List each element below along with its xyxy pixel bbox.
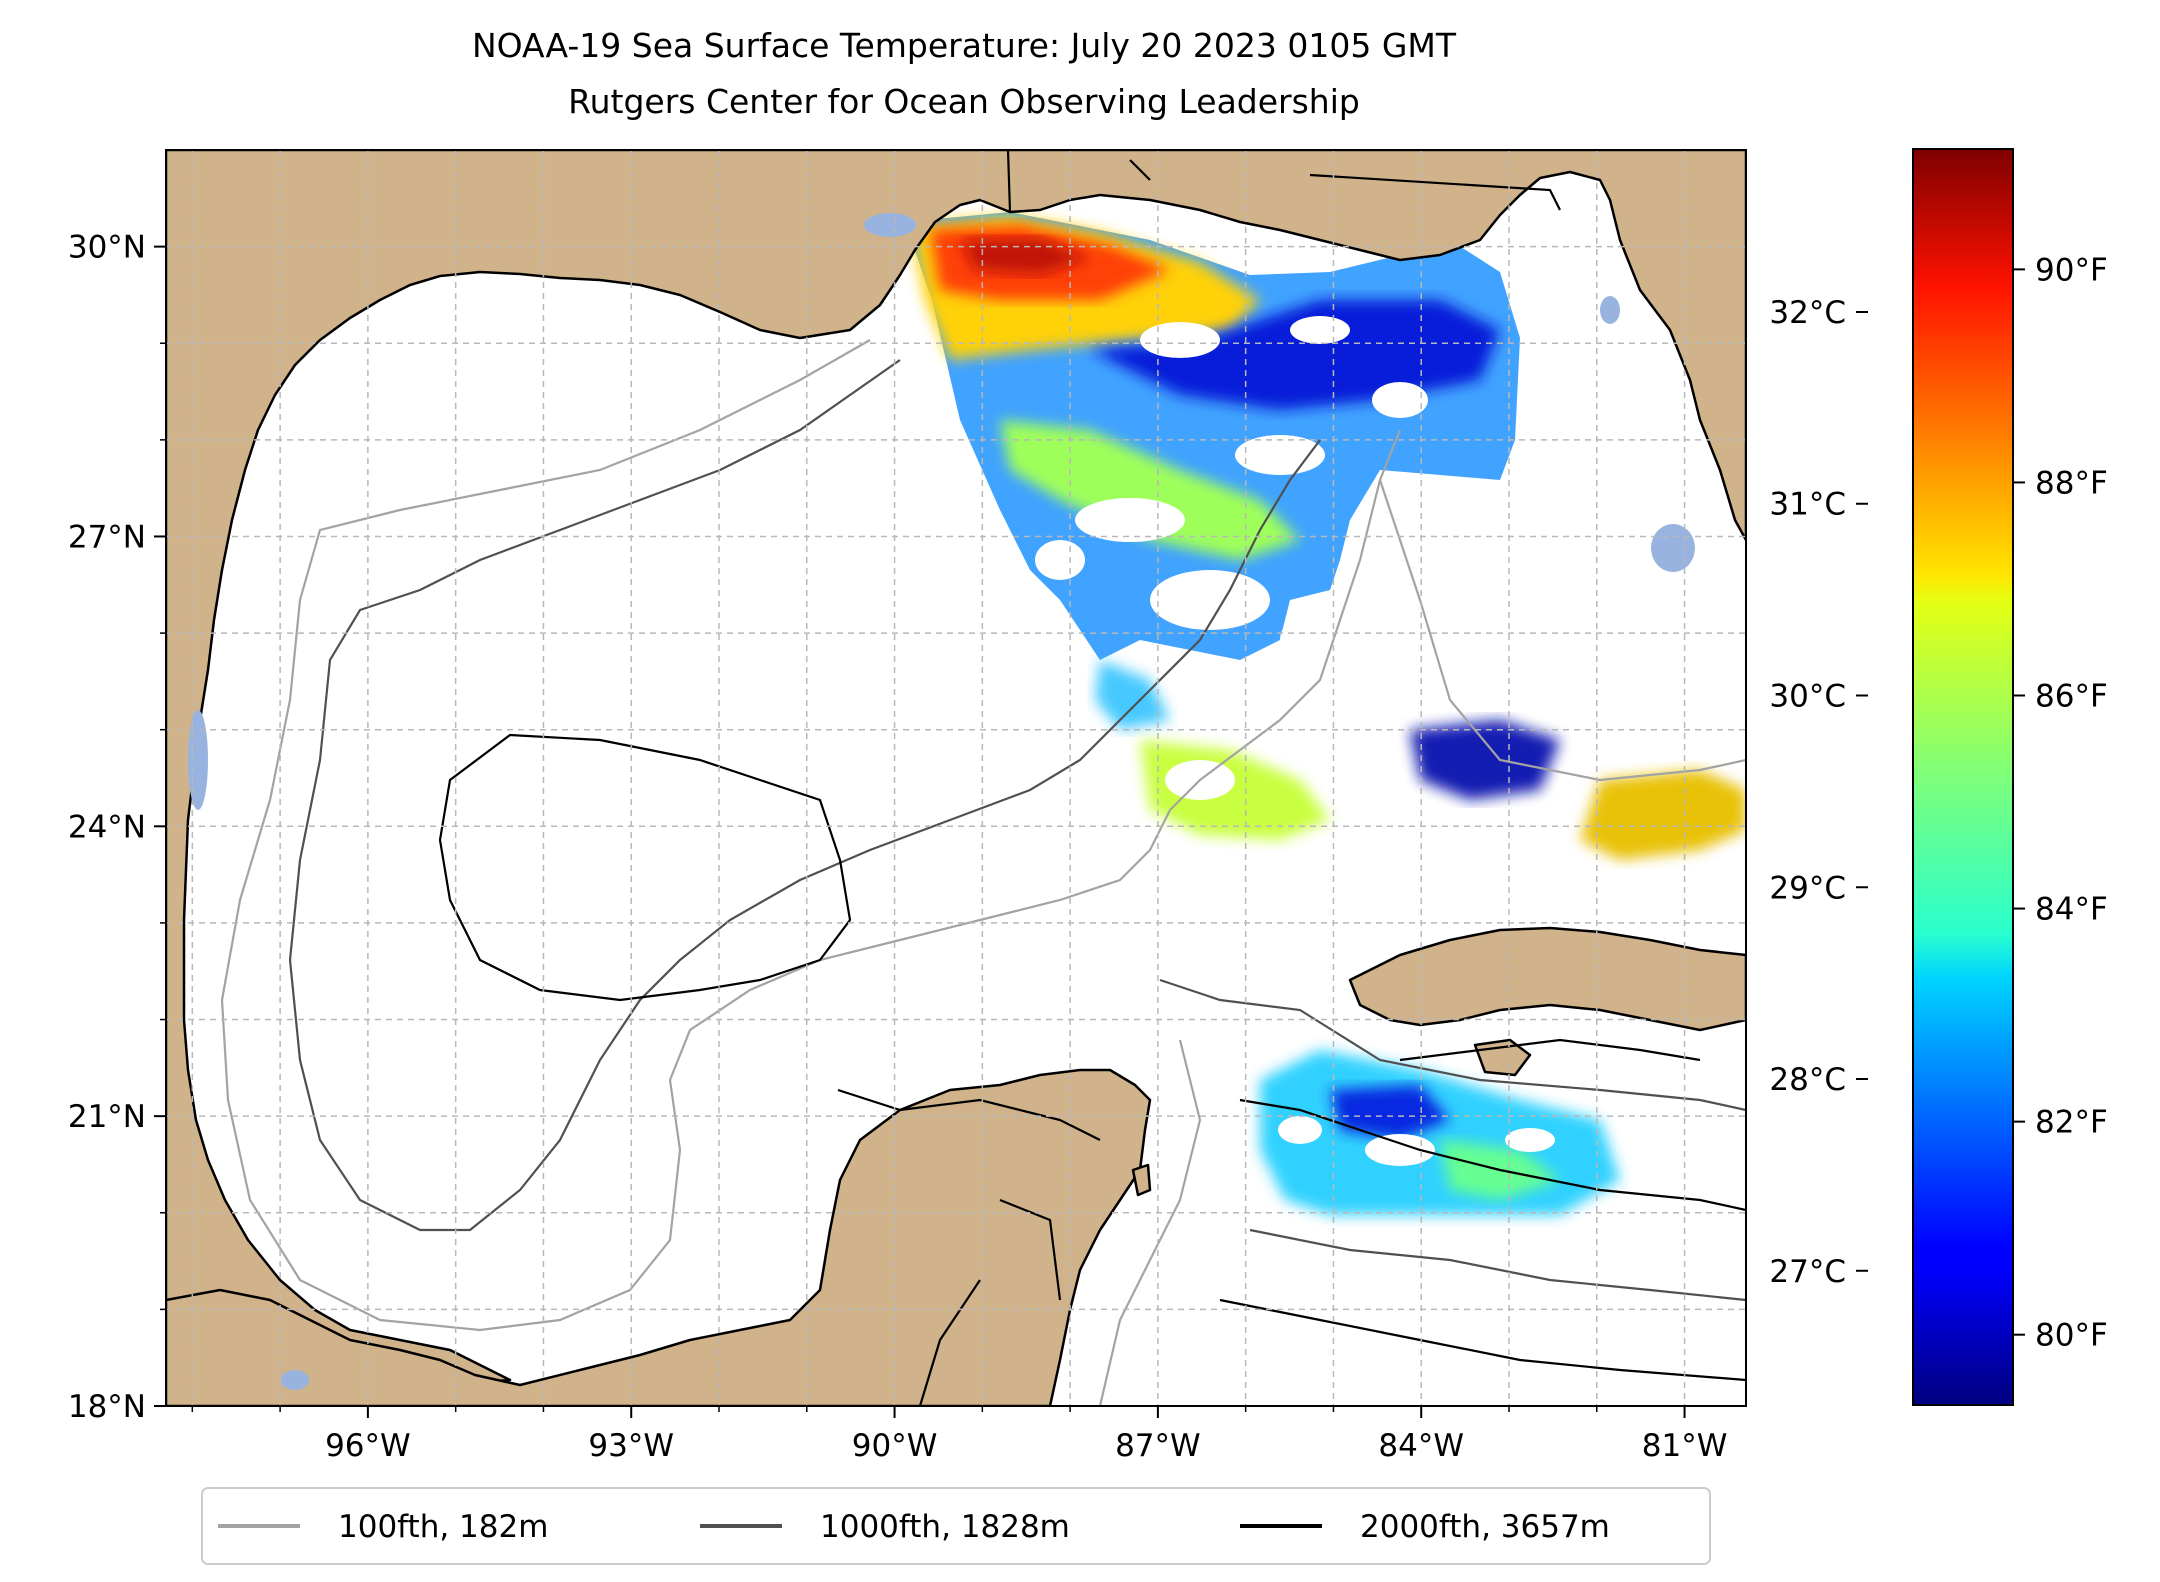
lake-laguna-madre — [188, 710, 208, 810]
colorbar-celsius-label: 27°C — [1769, 1254, 1846, 1290]
colorbar-gradient — [1912, 148, 2014, 1406]
latitude-axis: 18°N 21°N 24°N 27°N 30°N — [68, 230, 166, 1425]
lat-tick-label: 21°N — [68, 1099, 146, 1135]
lat-tick-label: 30°N — [68, 230, 146, 266]
lake-south-mexico — [281, 1370, 309, 1390]
colorbar-fahrenheit-label: 82°F — [2035, 1105, 2108, 1141]
lon-tick-label: 87°W — [1115, 1428, 1201, 1464]
land-mexico-south — [166, 1068, 1152, 1406]
colorbar-celsius-label: 29°C — [1769, 870, 1846, 906]
longitude-axis: 96°W 93°W 90°W 87°W 84°W 81°W — [191, 1406, 1728, 1464]
map-gridlines — [166, 150, 1746, 1406]
legend-label: 100fth, 182m — [338, 1509, 548, 1545]
lake-florida-small — [1600, 296, 1620, 324]
land-cuba — [1348, 926, 1746, 1032]
lon-tick-label: 84°W — [1378, 1428, 1464, 1464]
colorbar-fahrenheit-label: 84°F — [2035, 892, 2108, 928]
map-layers — [166, 150, 1746, 1406]
map-subtitle: Rutgers Center for Ocean Observing Leade… — [568, 82, 1360, 121]
lat-tick-label: 18°N — [68, 1389, 146, 1425]
colorbar-fahrenheit-label: 88°F — [2035, 465, 2108, 501]
colorbar-fahrenheit-axis: 80°F 82°F 84°F 86°F 88°F 90°F — [2013, 252, 2108, 1354]
lon-tick-label: 93°W — [588, 1428, 674, 1464]
lon-tick-label: 96°W — [325, 1428, 411, 1464]
colorbar-celsius-label: 32°C — [1769, 295, 1846, 331]
lon-tick-label: 81°W — [1642, 1428, 1728, 1464]
sst-patch-caribbean-b — [1330, 1085, 1450, 1140]
bathymetry-100fth — [220, 339, 1746, 1406]
sst-green-band — [1000, 420, 1300, 560]
colorbar-celsius-label: 28°C — [1769, 1062, 1846, 1098]
colorbar-fahrenheit-label: 90°F — [2035, 252, 2108, 288]
colorbar-fahrenheit-label: 86°F — [2035, 679, 2108, 715]
land-cozumel — [1131, 1163, 1152, 1197]
sst-patch-florida-strait — [1410, 720, 1560, 800]
lat-tick-label: 24°N — [68, 809, 146, 845]
land-masses — [166, 150, 1746, 1406]
bathymetry-legend: 100fth, 182m 1000fth, 1828m 2000fth, 3657m — [201, 1487, 1711, 1565]
lake-okeechobee — [1651, 524, 1695, 572]
sst-patch-florida-strait-b — [1580, 770, 1746, 860]
bathymetry-1000fth — [288, 359, 1746, 1302]
lake-pontchartrain — [864, 213, 916, 237]
lon-tick-label: 90°W — [852, 1428, 938, 1464]
colorbar-celsius-label: 30°C — [1769, 679, 1846, 715]
map-frame — [165, 149, 1747, 1407]
map-title: NOAA-19 Sea Surface Temperature: July 20… — [471, 26, 1457, 65]
colorbar-celsius-axis: 27°C 28°C 29°C 30°C 31°C 32°C — [1769, 295, 1868, 1290]
colorbar-fahrenheit-label: 80°F — [2035, 1318, 2108, 1354]
bathymetry-2000fth — [438, 733, 1746, 1382]
legend-box — [201, 1487, 1711, 1565]
political-borders — [837, 150, 1561, 1406]
sst-patch-south-b — [1095, 660, 1170, 730]
lat-tick-label: 27°N — [68, 519, 146, 555]
sst-cloud-gaps — [1035, 316, 1555, 1166]
map-panel: 96°W 93°W 90°W 87°W 84°W 81°W 18°N 21°N 24°N 27°… — [68, 149, 1747, 1464]
colorbar: 27°C 28°C 29°C 30°C 31°C 32°C 80°F 82°F 84°F 86°… — [1769, 148, 2108, 1406]
colorbar-celsius-label: 31°C — [1769, 487, 1846, 523]
legend-label: 2000fth, 3657m — [1360, 1509, 1610, 1545]
legend-label: 1000fth, 1828m — [820, 1509, 1070, 1545]
land-us-gulf-coast — [166, 150, 1746, 1406]
